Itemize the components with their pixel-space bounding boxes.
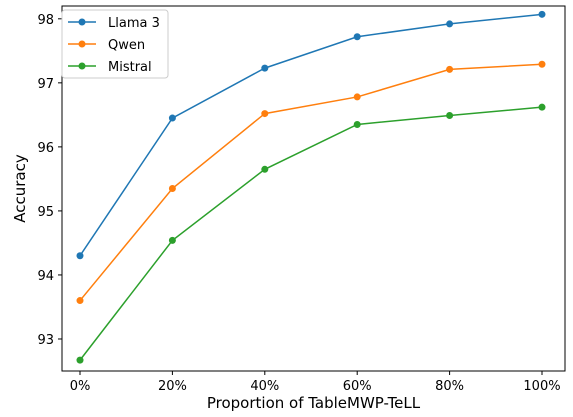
data-point-llama-3 bbox=[446, 20, 454, 28]
x-tick-label: 60% bbox=[343, 379, 372, 394]
data-point-mistral bbox=[76, 356, 84, 364]
x-axis: 0% 20% 40% 60% 80% 100% bbox=[70, 371, 561, 394]
data-point-llama-3 bbox=[76, 252, 84, 260]
x-tick-label: 20% bbox=[158, 379, 187, 394]
x-tick-label: 40% bbox=[250, 379, 279, 394]
legend-box bbox=[61, 9, 169, 79]
legend: Llama 3 Qwen Mistral bbox=[61, 9, 169, 79]
x-tick-label: 0% bbox=[70, 379, 91, 394]
data-point-mistral bbox=[446, 112, 454, 119]
data-point-qwen bbox=[353, 93, 361, 101]
data-point-llama-3 bbox=[261, 64, 269, 72]
data-point-llama-3 bbox=[168, 114, 176, 122]
y-tick-label: 95 bbox=[37, 205, 54, 220]
y-tick-label: 96 bbox=[37, 141, 54, 156]
legend-label-llama-3: Llama 3 bbox=[108, 16, 160, 31]
data-point-llama-3 bbox=[353, 33, 361, 41]
legend-entries: Llama 3 Qwen Mistral bbox=[68, 16, 160, 75]
legend-label-qwen: Qwen bbox=[108, 38, 145, 53]
data-point-qwen bbox=[446, 65, 454, 73]
y-tick-label: 93 bbox=[37, 333, 54, 348]
y-tick-label: 94 bbox=[37, 269, 54, 284]
data-point-mistral bbox=[168, 236, 176, 244]
y-axis: 93 94 95 96 97 98 bbox=[37, 13, 62, 348]
legend-marker-mistral bbox=[78, 62, 86, 70]
series-layer bbox=[76, 10, 546, 364]
data-point-mistral bbox=[538, 103, 546, 111]
series-line-qwen bbox=[79, 63, 543, 302]
series-line-llama-3 bbox=[79, 13, 543, 257]
legend-marker-llama-3 bbox=[78, 18, 86, 26]
data-point-llama-3 bbox=[538, 10, 546, 18]
data-point-mistral bbox=[353, 120, 361, 128]
data-point-qwen bbox=[168, 185, 176, 192]
y-tick-label: 98 bbox=[37, 13, 54, 28]
data-point-qwen bbox=[538, 60, 546, 68]
x-tick-label: 100% bbox=[523, 379, 560, 394]
y-tick-label: 97 bbox=[37, 77, 54, 92]
legend-marker-qwen bbox=[78, 40, 86, 48]
y-axis-label: Accuracy bbox=[11, 154, 29, 223]
data-point-qwen bbox=[76, 297, 84, 305]
data-point-qwen bbox=[261, 110, 269, 118]
legend-label-mistral: Mistral bbox=[108, 60, 152, 75]
x-axis-label: Proportion of TableMWP-TeLL bbox=[207, 394, 421, 412]
x-tick-label: 80% bbox=[435, 379, 464, 394]
series-line-mistral bbox=[79, 106, 543, 361]
data-point-mistral bbox=[261, 165, 269, 173]
